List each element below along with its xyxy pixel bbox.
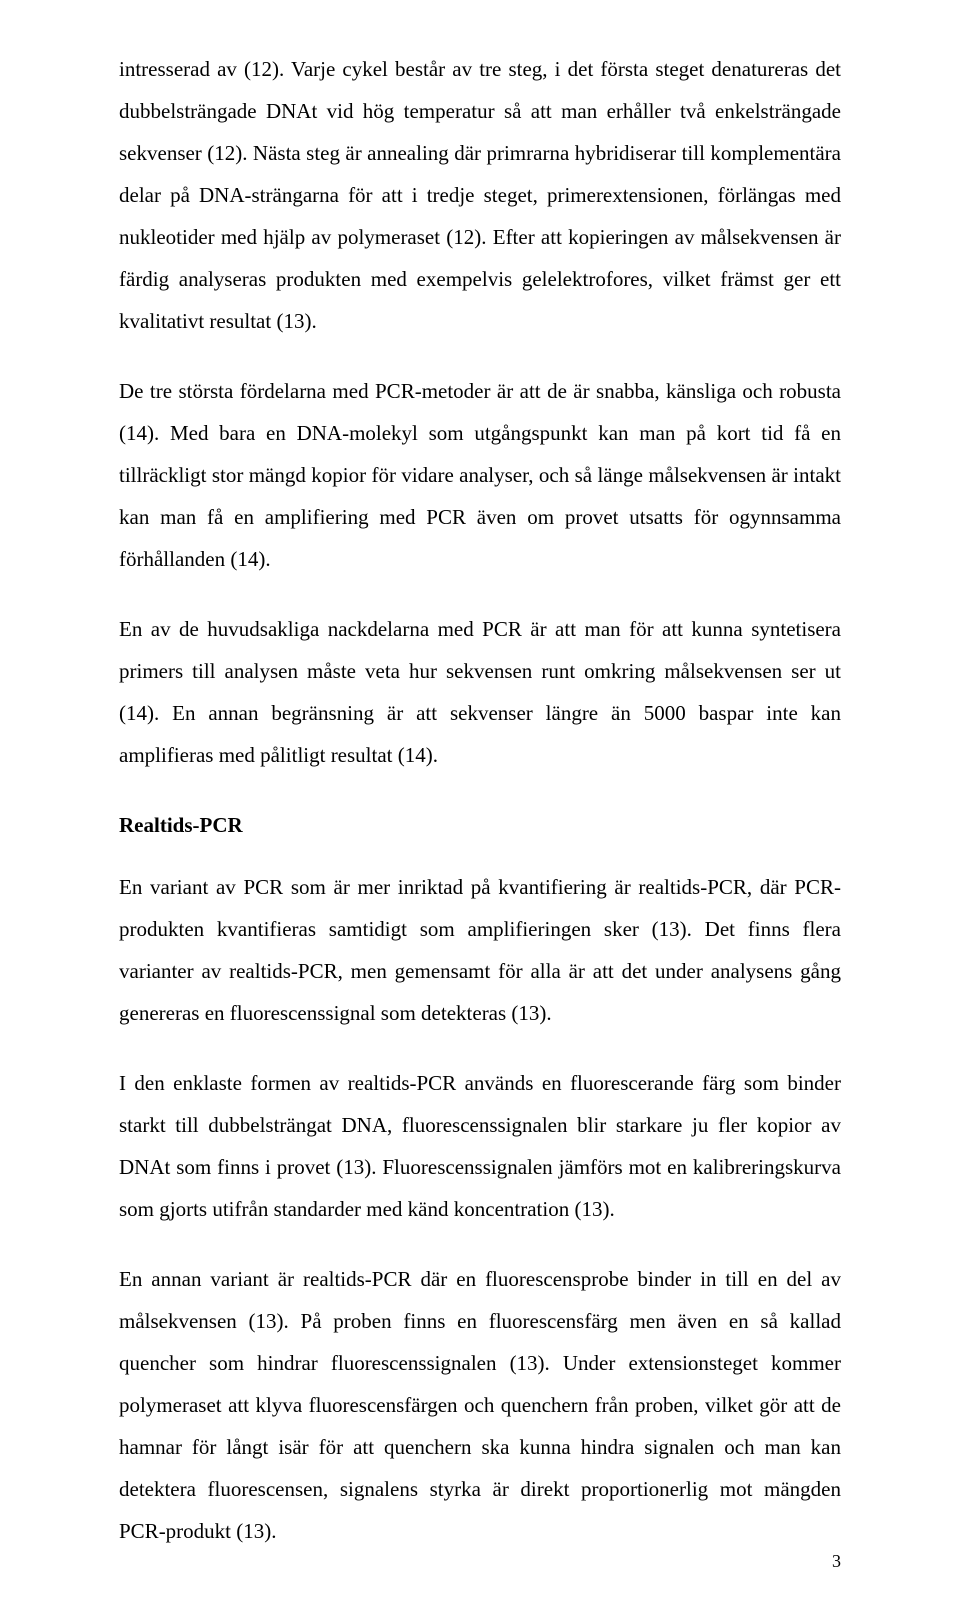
document-page: intresserad av (12). Varje cykel består …	[0, 0, 960, 1612]
body-paragraph: En av de huvudsakliga nackdelarna med PC…	[119, 608, 841, 776]
body-paragraph: I den enklaste formen av realtids-PCR an…	[119, 1062, 841, 1230]
body-paragraph: De tre största fördelarna med PCR-metode…	[119, 370, 841, 580]
body-paragraph: En annan variant är realtids-PCR där en …	[119, 1258, 841, 1552]
body-paragraph: intresserad av (12). Varje cykel består …	[119, 48, 841, 342]
page-number: 3	[832, 1551, 841, 1572]
body-paragraph: En variant av PCR som är mer inriktad på…	[119, 866, 841, 1034]
section-heading-realtids-pcr: Realtids-PCR	[119, 804, 841, 846]
